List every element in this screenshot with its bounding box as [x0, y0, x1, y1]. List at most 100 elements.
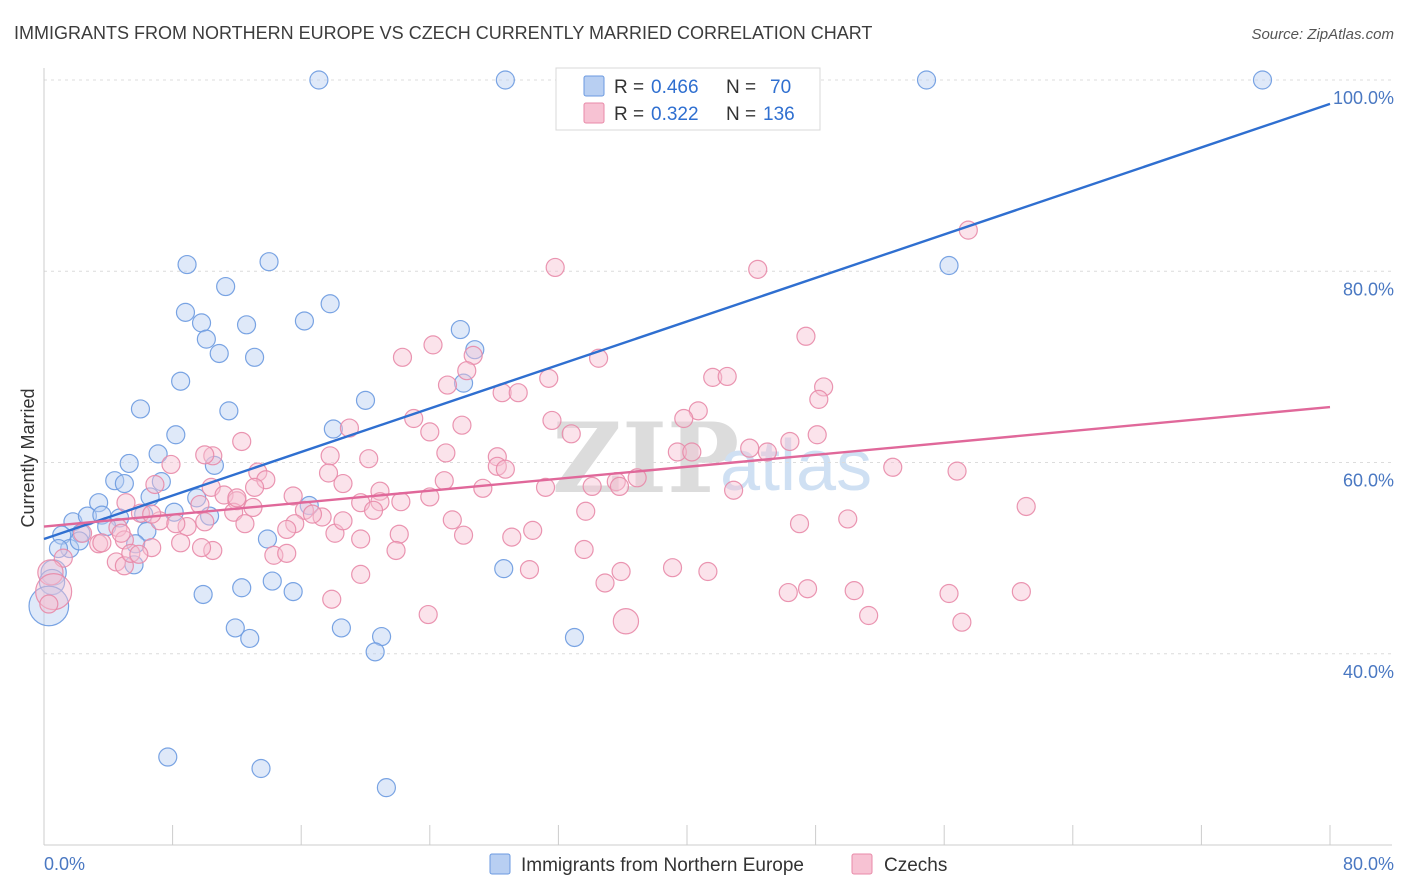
gridlines: [44, 79, 1392, 655]
watermark-zip: ZIP: [552, 402, 739, 515]
data-point: [523, 520, 543, 540]
data-point: [404, 408, 424, 429]
data-point: [1252, 70, 1273, 90]
data-point: [114, 556, 134, 576]
legend-swatch-blue: [583, 75, 605, 97]
data-point: [436, 443, 456, 463]
data-point: [916, 70, 937, 90]
data-point: [717, 366, 737, 387]
watermark: ZIP atlas: [552, 402, 872, 515]
data-point: [1011, 581, 1031, 602]
data-point: [240, 628, 260, 649]
bottom-legend-swatch-blue: [489, 853, 511, 875]
data-point: [193, 584, 213, 605]
data-point: [294, 311, 315, 331]
data-point: [453, 373, 474, 393]
data-point: [195, 512, 215, 532]
data-point: [582, 476, 602, 497]
data-point: [148, 444, 168, 464]
data-point: [442, 510, 462, 530]
data-point: [564, 627, 585, 648]
data-point: [130, 399, 151, 419]
data-point: [392, 347, 413, 367]
legend-n-label-blue: N =: [726, 77, 756, 98]
data-point: [748, 259, 768, 279]
data-point: [611, 561, 631, 582]
data-point: [386, 540, 406, 561]
data-point: [111, 523, 131, 543]
data-point: [191, 538, 212, 558]
data-point: [225, 618, 245, 638]
data-point: [778, 582, 798, 603]
data-point: [232, 578, 252, 598]
data-point: [698, 561, 718, 582]
data-point: [283, 486, 303, 506]
data-point: [494, 559, 514, 579]
data-point: [251, 758, 271, 779]
data-point: [883, 457, 903, 477]
data-point: [256, 470, 276, 490]
data-point: [323, 419, 343, 439]
data-point: [161, 454, 181, 475]
data-point: [145, 474, 165, 495]
data-point: [561, 424, 581, 444]
legend-r-value-pink: 0.322: [651, 104, 699, 125]
trend-line-blue: [43, 102, 1331, 541]
data-point: [437, 375, 458, 395]
data-point: [389, 524, 409, 544]
legend-n-label-pink: N =: [726, 104, 756, 125]
data-point: [166, 425, 186, 445]
data-point: [542, 410, 562, 431]
data-point: [473, 478, 493, 498]
data-point: [797, 579, 818, 599]
data-point: [612, 608, 640, 635]
data-point: [331, 618, 351, 638]
data-point: [502, 527, 522, 547]
data-point: [418, 604, 438, 625]
data-point: [780, 431, 800, 452]
data-point: [627, 468, 647, 488]
data-point: [39, 594, 59, 614]
series-legend: Immigrants from Northern Europe Czechs: [489, 853, 947, 876]
data-point: [667, 442, 687, 462]
data-point: [277, 519, 297, 540]
data-point: [259, 252, 279, 272]
data-point: [203, 446, 223, 466]
legend-n-value-pink: 136: [763, 104, 795, 125]
data-point: [142, 504, 162, 524]
data-point: [535, 477, 556, 497]
data-point: [724, 480, 744, 500]
data-point: [495, 459, 515, 479]
data-point: [814, 377, 834, 397]
data-point: [166, 514, 186, 534]
data-point: [320, 294, 340, 314]
y-tick-label: 100.0%: [1333, 88, 1394, 108]
trend-line-pink: [43, 405, 1331, 528]
legend-r-label-blue: R =: [614, 77, 644, 98]
data-point: [662, 558, 683, 578]
data-point: [545, 257, 565, 278]
data-point: [92, 533, 112, 553]
x-tick-label: 0.0%: [44, 854, 85, 874]
data-point: [952, 612, 972, 632]
data-point: [947, 461, 967, 481]
data-point: [232, 431, 252, 452]
data-point: [674, 408, 694, 429]
data-point: [609, 476, 630, 497]
data-point: [376, 778, 396, 798]
data-point: [391, 492, 411, 512]
data-point: [257, 529, 278, 549]
data-point: [216, 276, 236, 297]
data-point: [72, 523, 93, 543]
data-point: [452, 415, 472, 435]
data-point: [355, 390, 376, 410]
data-point: [420, 422, 440, 442]
data-point: [171, 371, 191, 391]
data-point: [939, 255, 959, 276]
data-point: [703, 367, 723, 387]
data-point: [859, 605, 879, 626]
data-point: [227, 488, 247, 508]
data-point: [60, 538, 80, 559]
y-tick-label: 60.0%: [1343, 471, 1394, 491]
data-point: [177, 254, 197, 275]
